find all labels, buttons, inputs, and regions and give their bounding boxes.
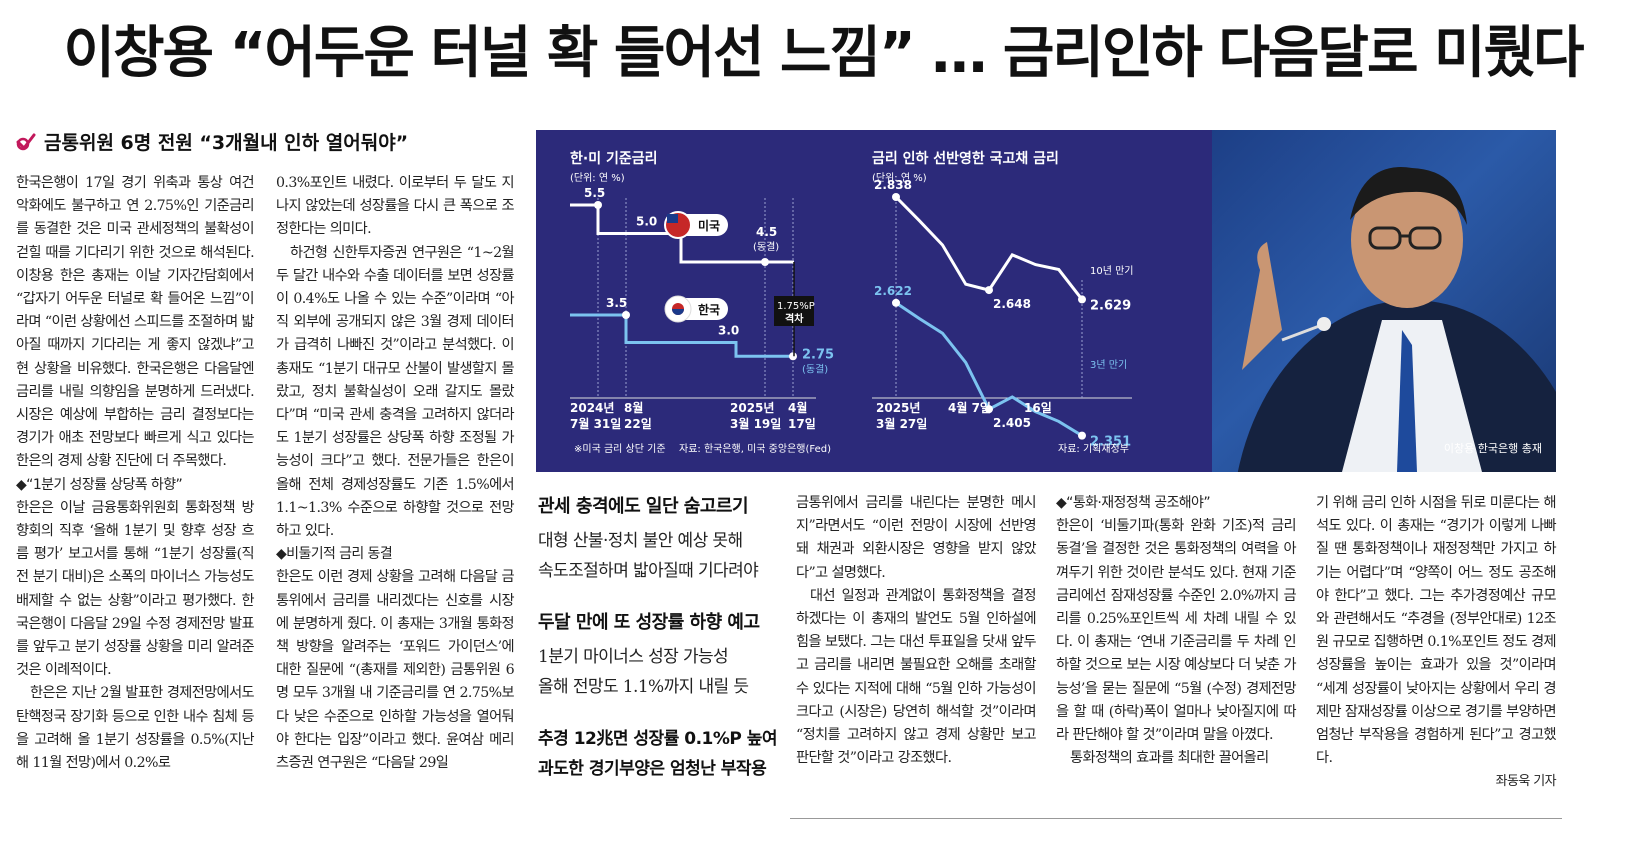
- sidebar-heading: 관세 충격에도 일단 숨고르기: [538, 496, 749, 517]
- check-icon: [16, 133, 36, 150]
- paragraph: 통화정책의 효과를 최대한 끌어올리: [1070, 750, 1269, 767]
- chart1-note: ※미국 금리 상단 기준: [574, 443, 666, 455]
- charts-svg: 한·미 기준금리 (단위: 연 %) 금리 인하 선반영한 국고채 금리 (단위…: [570, 150, 1134, 455]
- bond-10y-value-label: 2.838: [874, 178, 912, 192]
- x-tick-label: 2025년: [876, 401, 920, 415]
- paragraph: 하건형 신한투자증권 연구원은 “1~2월 두 달간 내수와 수출 데이터를 보…: [276, 244, 515, 540]
- us-freeze-label: (동결): [753, 241, 779, 253]
- bond-3y-point: [1078, 431, 1086, 440]
- byline: 좌동욱 기자: [1495, 774, 1557, 790]
- article-column-2: 0.3%포인트 내렸다. 이로부터 두 달도 지나지 않았는데 성장률을 다시 …: [276, 172, 515, 775]
- paragraph: 기 위해 금리 인하 시점을 뒤로 미룬다는 해석도 있다. 이 총재는 “경기…: [1316, 495, 1557, 767]
- x-tick-label: 3월 19일: [730, 416, 781, 431]
- us-rate-point: [594, 201, 602, 209]
- bond-10y-point: [892, 193, 900, 201]
- x-tick-label: 2024년: [570, 401, 614, 415]
- kr-flag-label: 한국: [698, 302, 720, 317]
- bottom-divider: [790, 818, 1562, 819]
- sidebar-summary: 관세 충격에도 일단 숨고르기 대형 산불·정치 불안 예상 못해 속도조절하며…: [538, 492, 788, 784]
- kr-flag-taegeuk-blue: [672, 309, 684, 315]
- paragraph: 한은은 지난 2월 발표한 경제전망에서도 탄핵정국 장기화 등으로 인한 내수…: [16, 685, 255, 772]
- chart1-unit: (단위: 연 %): [570, 171, 625, 184]
- article-column-3: 금통위에서 금리를 내린다는 분명한 메시지”라면서도 “이런 전망이 시장에 …: [796, 492, 1037, 770]
- sidebar-heading: 두달 만에 또 성장률 하향 예고: [538, 612, 760, 633]
- us-rate-point: [761, 258, 769, 266]
- bond-3y-value-label: 2.622: [874, 284, 912, 298]
- bond-3y-name: 3년 만기: [1090, 359, 1127, 371]
- bond-3y-line: [895, 301, 1083, 437]
- x-tick-label: 22일: [624, 417, 652, 431]
- gap-label: 격차: [785, 312, 804, 325]
- us-flag-canton: [667, 214, 678, 223]
- kr-rate-point: [622, 311, 630, 319]
- kr-freeze-label: (동결): [802, 363, 828, 375]
- subhead: 금통위원 6명 전원 “3개월내 인하 열어둬야”: [16, 128, 408, 155]
- subhead-text: 금통위원 6명 전원 “3개월내 인하 열어둬야”: [44, 132, 409, 154]
- x-tick-label: 8월: [624, 400, 643, 415]
- bond-3y-value-label: 2.405: [993, 416, 1031, 430]
- chart2-source: 자료: 기획재정부: [1058, 443, 1129, 455]
- bond-10y-point: [1078, 295, 1086, 304]
- paragraph: 0.3%포인트 내렸다. 이로부터 두 달도 지나지 않았는데 성장률을 다시 …: [276, 175, 515, 238]
- us-value-label: 5.5: [584, 186, 605, 200]
- photo-caption: 이창용 한국은행 총재: [1443, 442, 1542, 455]
- sidebar-heading: 과도한 경기부양은 엄청난 부작용: [538, 759, 767, 779]
- kr-rate-line: [570, 313, 794, 358]
- article-column-4: ◆“통화·재정정책 공조해야” 한은이 ‘비둘기파(통화 완화 기조)적 금리 …: [1056, 492, 1297, 770]
- kr-value-label: 3.5: [606, 296, 627, 310]
- paragraph: 한은은 이날 금융통화위원회 통화정책 방향회의 직후 ‘올해 1분기 및 향후…: [16, 499, 255, 679]
- governor-illustration: [1237, 167, 1556, 472]
- sidebar-heading: 추경 12兆면 성장률 0.1%P 높여: [538, 729, 778, 749]
- paragraph: 한은도 이런 경제 상황을 고려해 다음달 금통위에서 금리를 내리겠다는 신호…: [276, 569, 515, 772]
- x-tick-label: 4월: [788, 400, 807, 415]
- bond-10y-name: 10년 만기: [1090, 265, 1134, 277]
- bond-10y-line: [894, 195, 1084, 301]
- bond-3y-value-label: 2.351: [1090, 435, 1131, 450]
- chart2-title: 금리 인하 선반영한 국고채 금리: [872, 150, 1059, 167]
- section-heading: ◆비둘기적 금리 동결: [276, 546, 393, 563]
- bond-10y-value-label: 2.629: [1090, 298, 1131, 313]
- infographic: 한·미 기준금리 (단위: 연 %) 금리 인하 선반영한 국고채 금리 (단위…: [536, 130, 1556, 472]
- paragraph: 한은이 ‘비둘기파(통화 완화 기조)적 금리 동결’을 결정한 것은 통화정책…: [1056, 518, 1297, 744]
- chart1-source: 자료: 한국은행, 미국 중앙은행(Fed): [679, 443, 831, 455]
- chart1-title: 한·미 기준금리: [570, 151, 657, 167]
- sidebar-line: 대형 산불·정치 불안 예상 못해: [538, 531, 743, 551]
- chart2-unit: (단위: 연 %): [872, 171, 927, 184]
- gap-badge: [774, 296, 814, 326]
- bond-3y-point: [892, 298, 900, 307]
- bond-3y-point: [985, 405, 993, 414]
- sidebar-line: 속도조절하며 밟아질때 기다려야: [538, 561, 759, 581]
- x-tick-label: 3월 27일: [876, 416, 927, 431]
- paragraph: 한국은행이 17일 경기 위축과 통상 여건 악화에도 불구하고 연 2.75%…: [16, 175, 255, 470]
- article-column-1: 한국은행이 17일 경기 위축과 통상 여건 악화에도 불구하고 연 2.75%…: [16, 172, 255, 775]
- x-tick-label: 17일: [788, 417, 816, 431]
- x-tick-label: 7월 31일: [570, 416, 621, 431]
- kr-value-label: 2.75: [802, 347, 834, 362]
- governor-photo: 이창용 한국은행 총재: [1212, 130, 1556, 472]
- bond-10y-value-label: 2.648: [993, 297, 1031, 311]
- kr-rate-point: [789, 352, 797, 361]
- x-tick-label: 16일: [1024, 401, 1052, 415]
- kr-value-label: 3.0: [718, 324, 739, 338]
- gap-label: 1.75%P: [777, 301, 815, 312]
- sidebar-line: 올해 전망도 1.1%까지 내릴 듯: [538, 677, 749, 697]
- us-flag-label: 미국: [698, 218, 720, 233]
- us-value-label: 5.0: [636, 215, 657, 229]
- x-tick-label: 4월 7일: [948, 400, 991, 415]
- x-tick-label: 2025년: [730, 401, 774, 415]
- paragraph: 금통위에서 금리를 내린다는 분명한 메시지”라면서도 “이런 전망이 시장에 …: [796, 495, 1037, 581]
- section-heading: ◆“1분기 성장률 상당폭 하향”: [16, 476, 183, 493]
- us-value-label: 4.5: [756, 225, 777, 239]
- article-column-5: 기 위해 금리 인하 시점을 뒤로 미룬다는 해석도 있다. 이 총재는 “경기…: [1316, 492, 1557, 794]
- headline: 이창용 “어두운 터널 확 들어선 느낌” … 금리인하 다음달로 미뤘다: [63, 21, 1584, 86]
- sidebar-line: 1분기 마이너스 성장 가능성: [538, 647, 729, 667]
- section-heading: ◆“통화·재정정책 공조해야”: [1056, 495, 1211, 511]
- bond-10y-point: [985, 286, 993, 295]
- paragraph: 대선 일정과 관계없이 통화정책을 결정하겠다는 이 총재의 발언도 5월 인하…: [796, 587, 1037, 767]
